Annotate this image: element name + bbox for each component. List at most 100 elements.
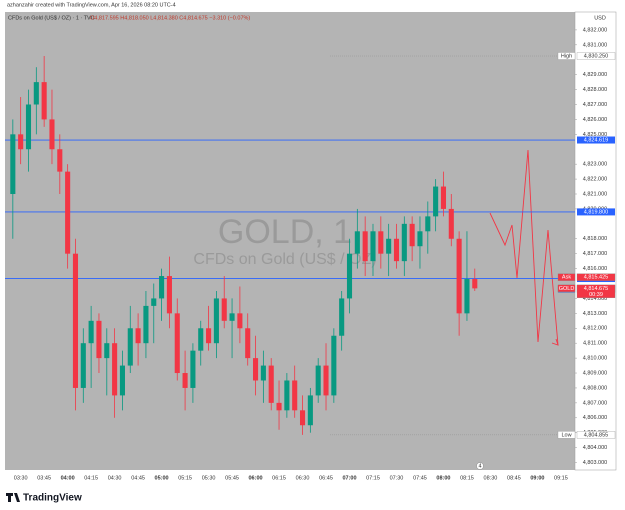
candle-body bbox=[221, 298, 227, 321]
marker-tag-box bbox=[557, 52, 576, 60]
candle-body bbox=[49, 119, 55, 150]
x-tick-label: 09:15 bbox=[554, 475, 568, 481]
drawn-projection bbox=[489, 149, 559, 346]
projection-arrowhead bbox=[551, 338, 559, 346]
y-tick-label: 4,809.000 bbox=[583, 370, 607, 376]
y-tick-label: 4,828.000 bbox=[583, 87, 607, 93]
x-tick-label: 06:00 bbox=[249, 475, 263, 481]
candle-body bbox=[464, 279, 470, 314]
price-label-box bbox=[577, 208, 615, 216]
candle-body bbox=[386, 238, 392, 254]
x-tick-label: 08:30 bbox=[484, 475, 498, 481]
marker-value: 4,814.675 bbox=[584, 286, 608, 292]
candle-body bbox=[72, 253, 79, 388]
y-tick-label: 4,825.000 bbox=[583, 132, 607, 138]
marker-tag-box bbox=[557, 284, 576, 293]
candle-body bbox=[260, 365, 266, 381]
y-tick-label: 4,829.000 bbox=[583, 72, 607, 78]
x-tick-label: 03:30 bbox=[14, 475, 28, 481]
currency: USD bbox=[594, 15, 606, 21]
y-tick-label: 4,818.000 bbox=[583, 236, 607, 242]
candle-body bbox=[331, 335, 337, 396]
event-marker[interactable]: 4 bbox=[478, 463, 481, 469]
candle-body bbox=[25, 104, 32, 150]
x-tick-label: 07:45 bbox=[413, 475, 427, 481]
candle-body bbox=[253, 358, 259, 381]
candle-body bbox=[119, 365, 125, 396]
event-marker-circle[interactable] bbox=[476, 462, 484, 470]
ohlc-legend: O4,817.595 H4,818.050 L4,814.380 C4,814.… bbox=[90, 15, 250, 21]
candle-body bbox=[143, 305, 149, 344]
y-tick-label: 4,804.000 bbox=[583, 445, 607, 451]
candle-body bbox=[159, 276, 165, 299]
marker-value: 4,804.855 bbox=[584, 432, 608, 438]
marker-tag-box bbox=[557, 273, 576, 281]
y-tick-label: 4,827.000 bbox=[583, 102, 607, 108]
candle-body bbox=[206, 328, 212, 344]
symbol-title: CFDs on Gold (US$ / OZ) · 1 · TVC bbox=[8, 15, 95, 21]
candle-body bbox=[284, 380, 290, 411]
candle-body bbox=[354, 231, 360, 254]
candle-body bbox=[448, 208, 454, 239]
candle-body bbox=[472, 279, 478, 289]
candle-body bbox=[198, 328, 204, 351]
y-tick-label: 4,821.000 bbox=[583, 191, 607, 197]
candle-body bbox=[96, 320, 102, 359]
candle-body bbox=[339, 298, 345, 336]
x-tick-label: 07:30 bbox=[390, 475, 404, 481]
price-label: 4,819.800 bbox=[584, 209, 608, 215]
candle-body bbox=[276, 402, 282, 411]
marker-value: 4,815.425 bbox=[584, 275, 608, 281]
candle-body bbox=[57, 149, 63, 172]
candle-body bbox=[33, 82, 39, 105]
y-tick-label: 4,831.000 bbox=[583, 42, 607, 48]
candle-body bbox=[88, 320, 94, 344]
candle-body bbox=[127, 328, 133, 366]
price-label: 4,824.619 bbox=[584, 137, 608, 143]
candle-body bbox=[174, 313, 180, 374]
y-tick-label: 4,813.000 bbox=[583, 311, 607, 317]
y-tick-label: 4,826.000 bbox=[583, 117, 607, 123]
marker-tag: GOLD bbox=[559, 286, 575, 292]
x-tick-label: 05:00 bbox=[155, 475, 169, 481]
candle-body bbox=[346, 253, 353, 299]
y-tick-label: 4,816.000 bbox=[583, 266, 607, 272]
x-tick-label: 05:30 bbox=[202, 475, 216, 481]
watermark-sub: CFDs on Gold (US$ / OZ) bbox=[193, 251, 376, 268]
candle-body bbox=[323, 365, 329, 396]
candle-body bbox=[417, 231, 423, 247]
x-tick-label: 09:00 bbox=[530, 475, 544, 481]
marker-tag: Low bbox=[561, 432, 571, 438]
candle-body bbox=[401, 223, 407, 262]
candle-body bbox=[245, 328, 251, 359]
x-tick-label: 06:30 bbox=[296, 475, 310, 481]
candle-body bbox=[18, 134, 24, 150]
y-tick-label: 4,808.000 bbox=[583, 385, 607, 391]
candle-body bbox=[362, 231, 368, 262]
candle-body bbox=[229, 313, 235, 321]
candle-body bbox=[393, 238, 400, 262]
marker-value-box bbox=[576, 431, 616, 439]
x-tick-label: 08:15 bbox=[460, 475, 474, 481]
candle-body bbox=[378, 231, 384, 254]
candle-body bbox=[456, 238, 462, 314]
y-tick-label: 4,803.000 bbox=[583, 460, 607, 466]
x-tick-label: 04:15 bbox=[84, 475, 98, 481]
y-tick-label: 4,814.000 bbox=[583, 296, 607, 302]
price-axis bbox=[574, 11, 617, 471]
candle-body bbox=[425, 216, 431, 232]
candle-body bbox=[10, 134, 16, 195]
candle-body bbox=[65, 171, 71, 254]
candle-body bbox=[433, 186, 439, 217]
x-tick-label: 07:15 bbox=[366, 475, 380, 481]
candle-body bbox=[315, 365, 321, 396]
price-label-box bbox=[577, 136, 615, 144]
logo-icon bbox=[6, 493, 20, 502]
candle-body bbox=[41, 82, 47, 120]
x-tick-label: 04:00 bbox=[61, 475, 75, 481]
candle-body bbox=[299, 410, 306, 426]
marker-tag-box bbox=[557, 431, 576, 439]
y-tick-label: 4,806.000 bbox=[583, 415, 607, 421]
